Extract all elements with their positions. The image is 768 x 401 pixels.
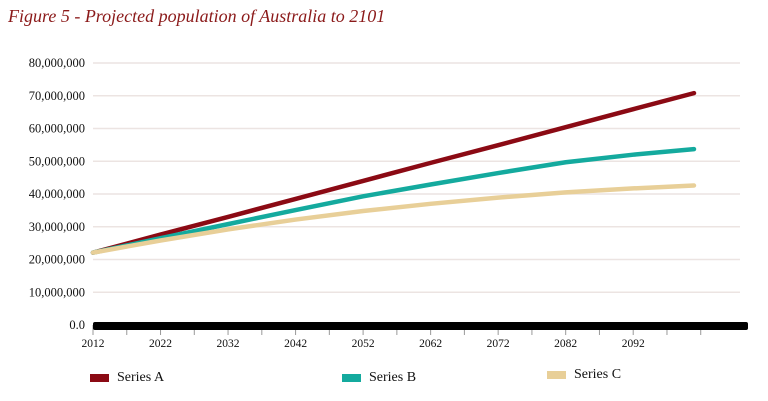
y-tick-label: 40,000,000 (29, 187, 85, 201)
x-tick-label: 2072 (487, 338, 510, 350)
x-tick-label: 2022 (149, 338, 172, 350)
legend-label: Series A (117, 370, 165, 385)
y-tick-label: 0.0 (69, 318, 85, 332)
y-tick-label: 60,000,000 (29, 122, 85, 136)
y-tick-label: 10,000,000 (29, 285, 85, 299)
x-tick-label: 2042 (284, 338, 307, 350)
series-line-series-c (90, 183, 697, 255)
x-axis-line (93, 322, 748, 330)
x-tick-label: 2082 (554, 338, 577, 350)
x-tick-label: 2092 (622, 338, 645, 350)
y-tick-label: 70,000,000 (29, 89, 85, 103)
series-line-series-a (90, 90, 697, 255)
y-tick-label: 50,000,000 (29, 154, 85, 168)
x-tick-label: 2062 (419, 338, 442, 350)
x-tick-label: 2032 (217, 338, 240, 350)
legend-swatch (547, 371, 566, 379)
legend-item-series-c: Series C (547, 367, 621, 383)
legend-item-series-b: Series B (342, 370, 416, 386)
legend-label: Series B (369, 370, 417, 385)
y-tick-label: 20,000,000 (29, 253, 85, 267)
x-tick-label: 2052 (352, 338, 375, 350)
y-tick-label: 80,000,000 (29, 56, 85, 70)
y-tick-label: 30,000,000 (29, 220, 85, 234)
series-line-series-b (90, 146, 697, 255)
legend-swatch (90, 374, 109, 382)
legend-swatch (342, 374, 361, 382)
x-tick-label: 2012 (82, 338, 105, 350)
legend-label: Series C (574, 367, 622, 382)
legend-item-series-a: Series A (90, 370, 164, 386)
chart-title: Figure 5 - Projected population of Austr… (8, 6, 386, 26)
